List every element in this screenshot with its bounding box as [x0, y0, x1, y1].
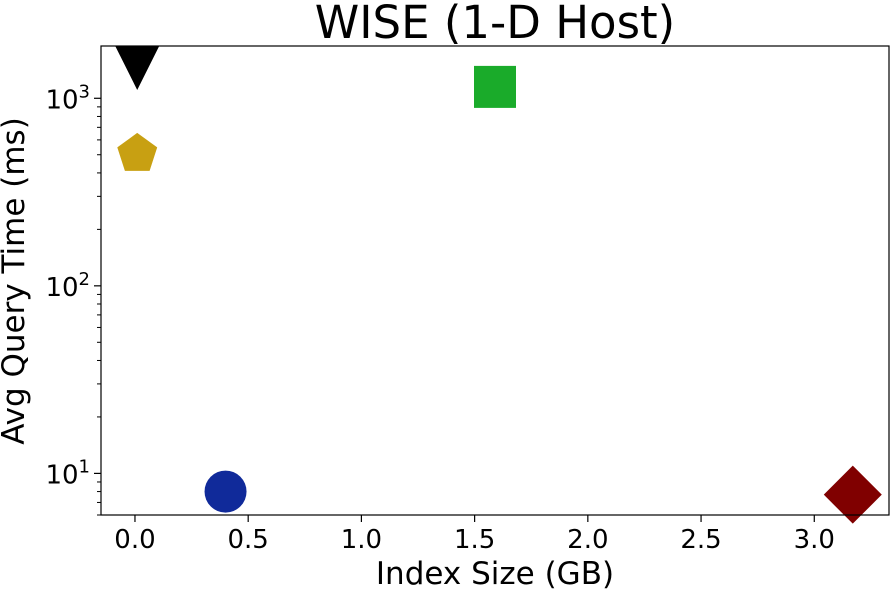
plot-frame: [100, 45, 890, 516]
x-tick-label: 1.0: [341, 525, 382, 555]
x-tick-label: 2.5: [680, 525, 721, 555]
y-tick-label: 101: [45, 456, 90, 490]
x-tick-label: 0.5: [228, 525, 269, 555]
x-tick-label: 1.5: [454, 525, 495, 555]
plot-area: [115, 46, 882, 524]
y-tick-label: 102: [45, 269, 90, 303]
y-axis: 101 102 103: [45, 81, 101, 516]
chart-title: WISE (1-D Host): [315, 0, 675, 49]
data-point-pentagon: [117, 132, 158, 171]
data-point-triangle-down: [115, 46, 160, 91]
x-tick-label: 2.0: [567, 525, 608, 555]
data-point-diamond: [823, 465, 882, 524]
x-axis-label: Index Size (GB): [376, 556, 614, 592]
x-tick-label: 3.0: [794, 525, 835, 555]
x-axis: 0.0 0.5 1.0 1.5 2.0 2.5 3.0: [114, 515, 835, 555]
y-axis-label: Avg Query Time (ms): [0, 117, 32, 445]
data-point-circle: [204, 470, 247, 513]
x-tick-label: 0.0: [114, 525, 155, 555]
data-point-square: [474, 65, 516, 108]
y-tick-label: 103: [45, 81, 90, 115]
